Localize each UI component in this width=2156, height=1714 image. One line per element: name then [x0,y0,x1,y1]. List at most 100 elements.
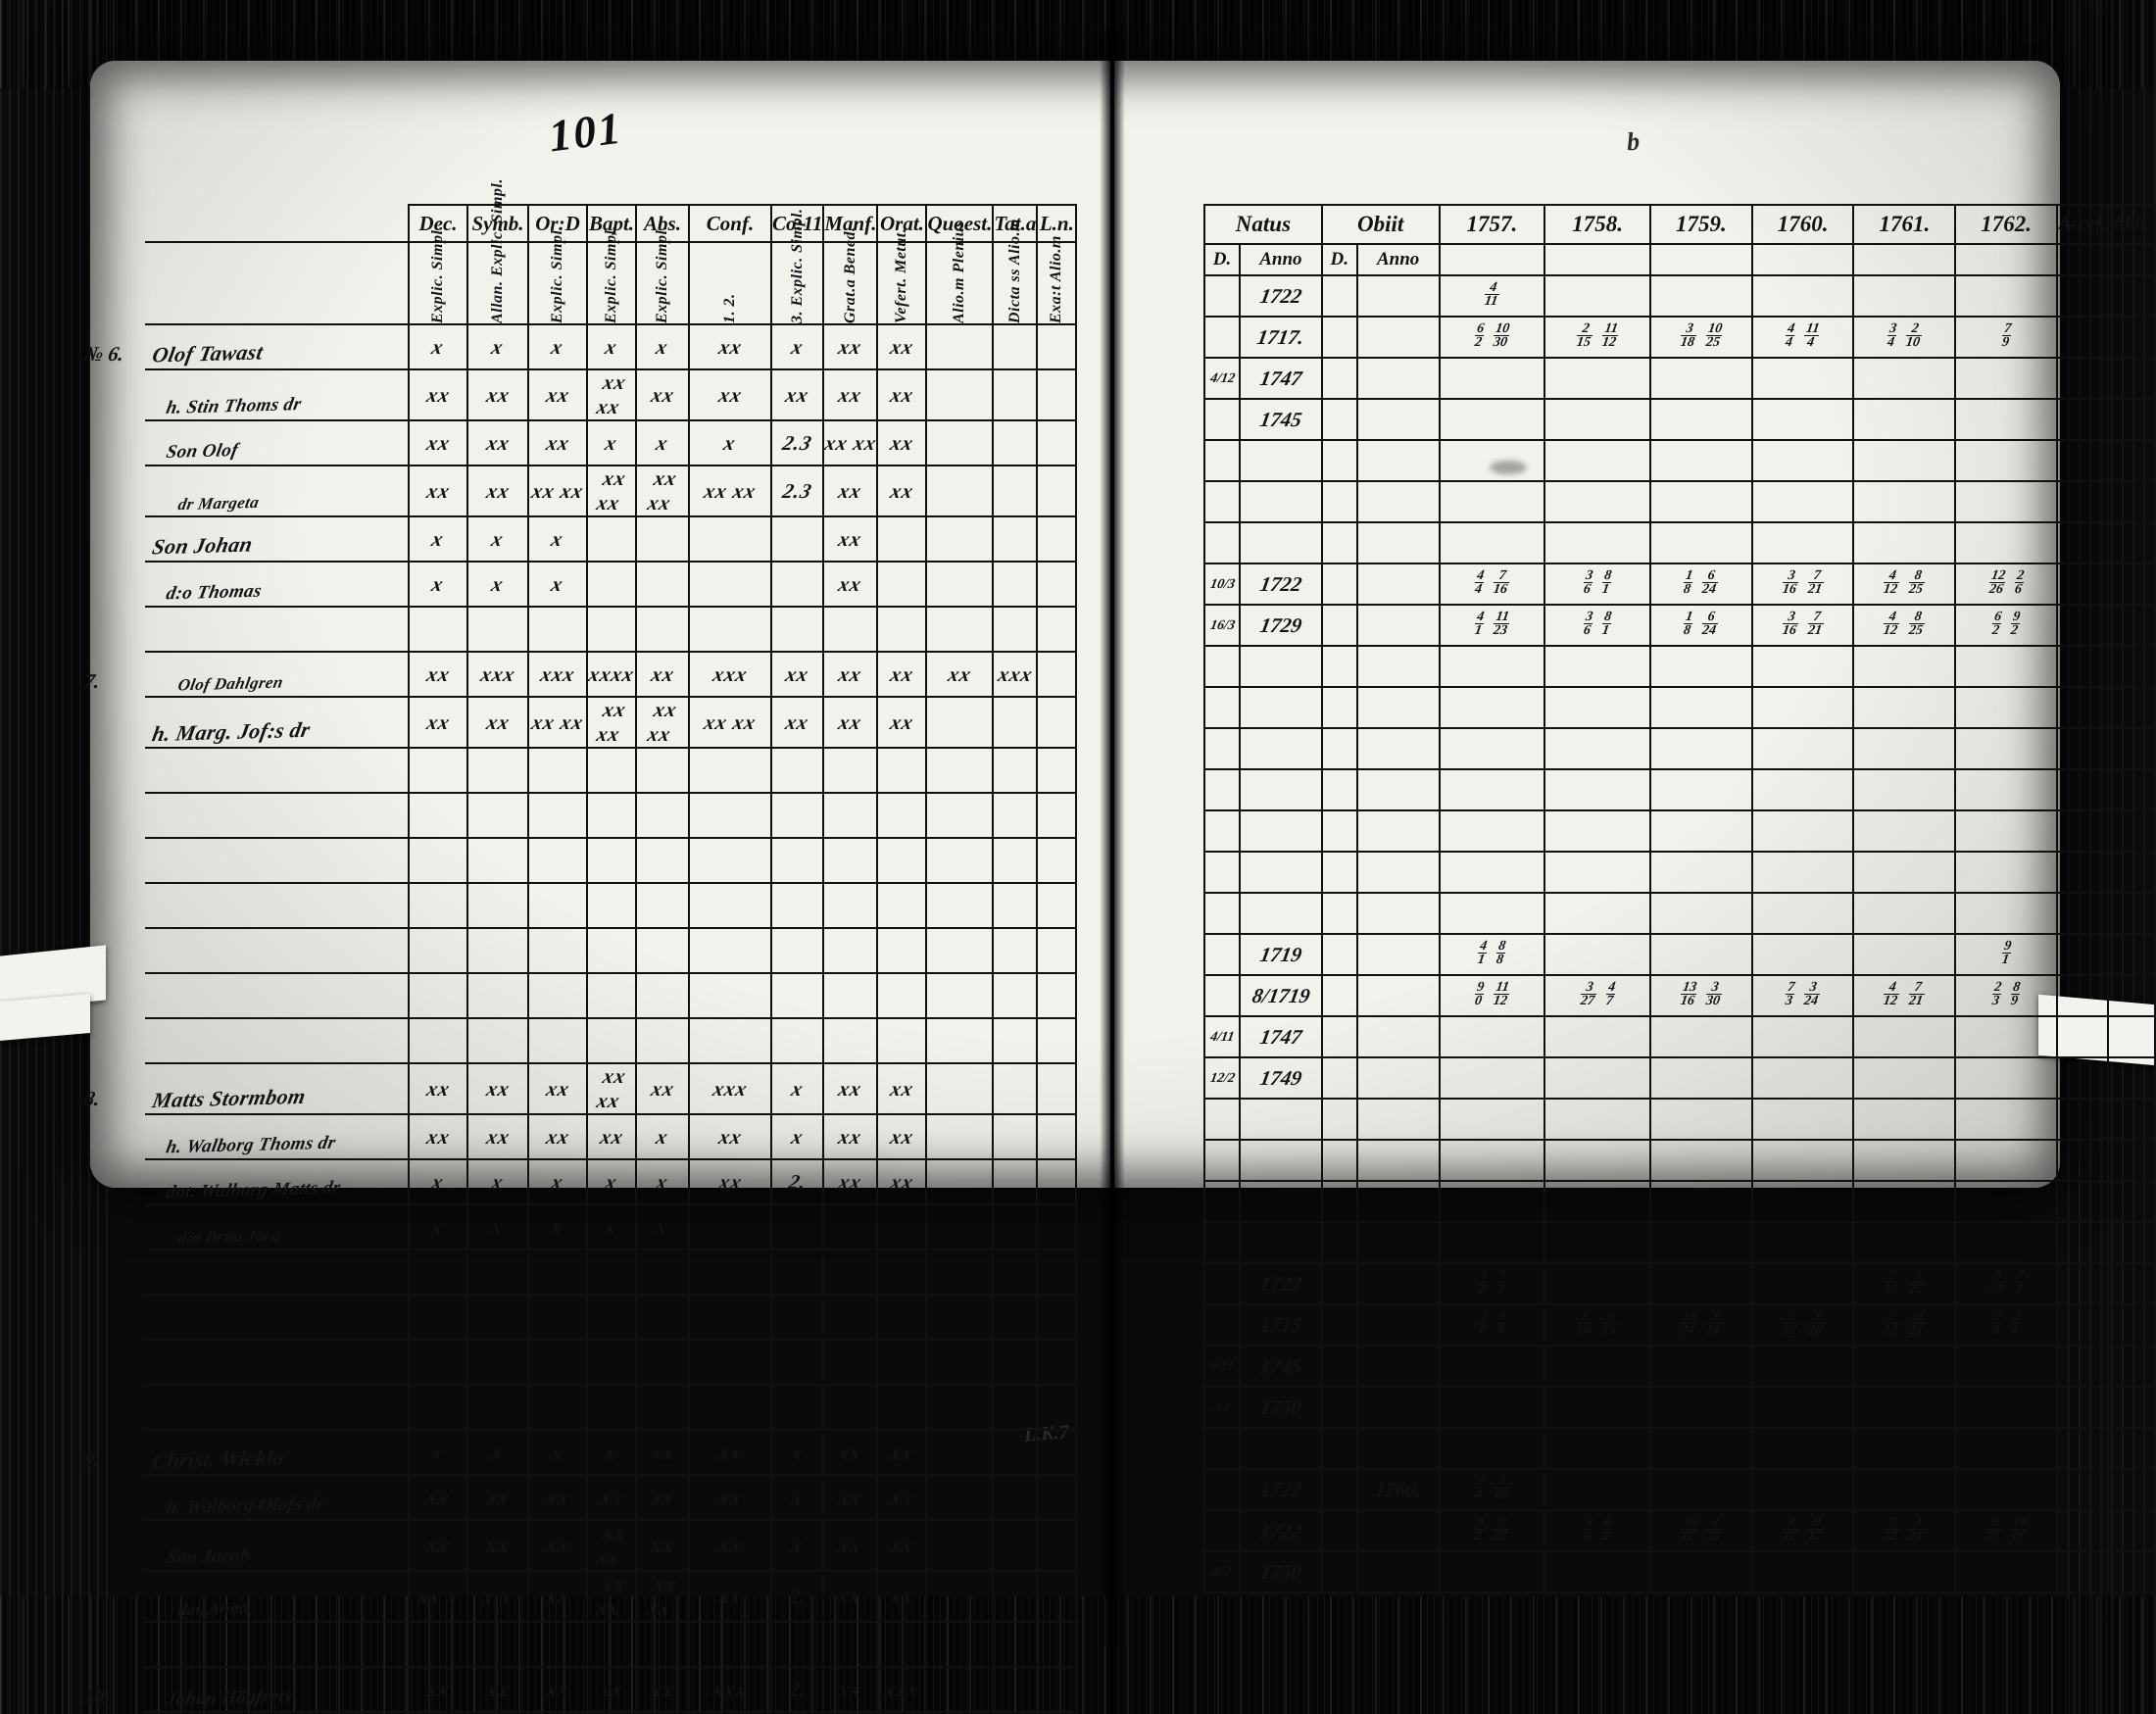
mark-cell: xx xx [527,696,588,749]
year-1761-cell [1852,1056,1957,1100]
table-row: dot. Walborg Matts dr x x x x x xx 2. xx xx [145,1158,1078,1205]
natus-day-cell [1203,933,1241,976]
mark-cell: xx [769,651,825,698]
communion-date-fraction: 3 23 [1704,1515,1725,1544]
abit-cell [2106,357,2156,400]
mark-cell [527,882,588,929]
communion-date-fraction: 8 25 [1907,568,1928,598]
obiit-day-cell [1320,1180,1358,1223]
obiit-day-cell [1320,1509,1358,1552]
year-1760-cell [1750,480,1855,523]
mark-cell: xx [769,368,825,421]
mark-cell: x [408,515,468,563]
year-1760-cell [1750,892,1855,935]
mark-cell [769,882,825,929]
person-name-cell: 9. Christ. Wickla [82,1429,410,1476]
mark-cell [876,1339,928,1386]
attendance-mark: x [603,430,620,455]
mark-cell: x x [466,1570,529,1623]
subheader-quoest: Alio.m Plenius [925,220,995,325]
accef-cell [2055,439,2109,482]
mark-cell: x [527,1429,588,1476]
mark-cell: x [769,1429,825,1476]
table-row: 16/3 1729 4 1 11 23 3 6 8 1 1 8 6 24 3 16 7 21 4 12 8 25 6 2 9 2 [1203,604,2156,647]
person-name-cell: dot. Walborg Matts dr [145,1158,410,1205]
year-value: 1715 [1257,1312,1304,1337]
natus-year-cell [1238,439,1323,482]
table-row: Son Olof xx xx xx x x x 2.3 xx xx xx [145,419,1078,466]
year-1757-cell: 3 4 7 16 [1438,1468,1546,1511]
year-1759-cell: 13 16 3 30 [1649,974,1753,1017]
mark-cell [925,1519,995,1572]
mark-cell: xx [635,1429,690,1476]
attendance-mark: x [654,1124,671,1149]
obiit-year-cell [1355,1262,1441,1305]
obiit-day-cell [1320,604,1358,647]
natus-year-cell: 1750 [1238,1550,1323,1593]
mark-cell: 2. [769,1570,825,1623]
mark-cell: x [586,1203,637,1250]
communion-date-fraction: 4 21 [1907,1515,1928,1544]
mark-cell [925,882,995,929]
mark-cell: 2. [769,1666,825,1713]
mark-cell: xx xx [635,465,690,517]
table-row [1203,809,2156,853]
mark-cell: xx [876,465,928,517]
mark-cell [408,1294,468,1341]
abit-cell [2106,1427,2156,1470]
mark-cell [876,1384,928,1431]
year-1761-cell [1852,1015,1957,1058]
table-row: 6/11 1745 [1203,1345,2156,1388]
mark-cell [1036,1339,1078,1386]
table-row: 1722 4 11 [1203,274,2156,318]
year-1762-cell [1954,1221,2058,1264]
mark-cell [769,1203,825,1250]
mark-cell [466,747,529,794]
subheader-1757 [1438,243,1546,276]
mark-cell [822,1339,879,1386]
abit-cell [2106,521,2156,564]
attendance-mark: 2. [785,1169,809,1194]
person-name-cell [145,1249,410,1296]
attendance-mark: xx [836,1076,865,1101]
row-index: № 6. [81,342,126,366]
year-1761-cell: 4 12 8 25 [1852,563,1957,606]
person-name-cell: Son Johan [145,515,410,563]
mark-cell [1036,1249,1078,1296]
mark-cell [992,606,1039,653]
mark-cell [527,1621,588,1668]
year-1758-cell [1544,521,1651,564]
year-1762-cell [1954,686,2058,729]
mark-cell: xx [635,1666,690,1713]
subheader-dec: Explic. Simpl. [408,225,468,325]
mark-cell [688,1203,772,1250]
mark-cell: xx [527,1474,588,1521]
mark-cell [635,1294,690,1341]
mark-cell [992,747,1039,794]
attendance-mark: x [654,1214,671,1239]
communion-date-fraction: 2 10 [1904,321,1925,351]
natus-year-cell [1238,686,1323,729]
attendance-mark: xx [483,1124,513,1149]
natus-year-cell: 1719 [1238,933,1323,976]
year-1762-cell [1954,1056,2058,1100]
communion-date-fraction: 3 16 [1780,610,1800,639]
year-1761-cell [1852,274,1957,318]
mark-cell: xx xx [688,465,772,517]
mark-cell [635,882,690,929]
attendance-mark: xx [423,478,453,503]
subheader-manf: Grat.a Bened. [822,227,879,325]
page-marker-tab-left-2 [0,993,90,1042]
accef-cell [2055,1180,2109,1223]
natus-year-cell: 1722 [1238,274,1323,318]
mark-cell [992,368,1039,421]
